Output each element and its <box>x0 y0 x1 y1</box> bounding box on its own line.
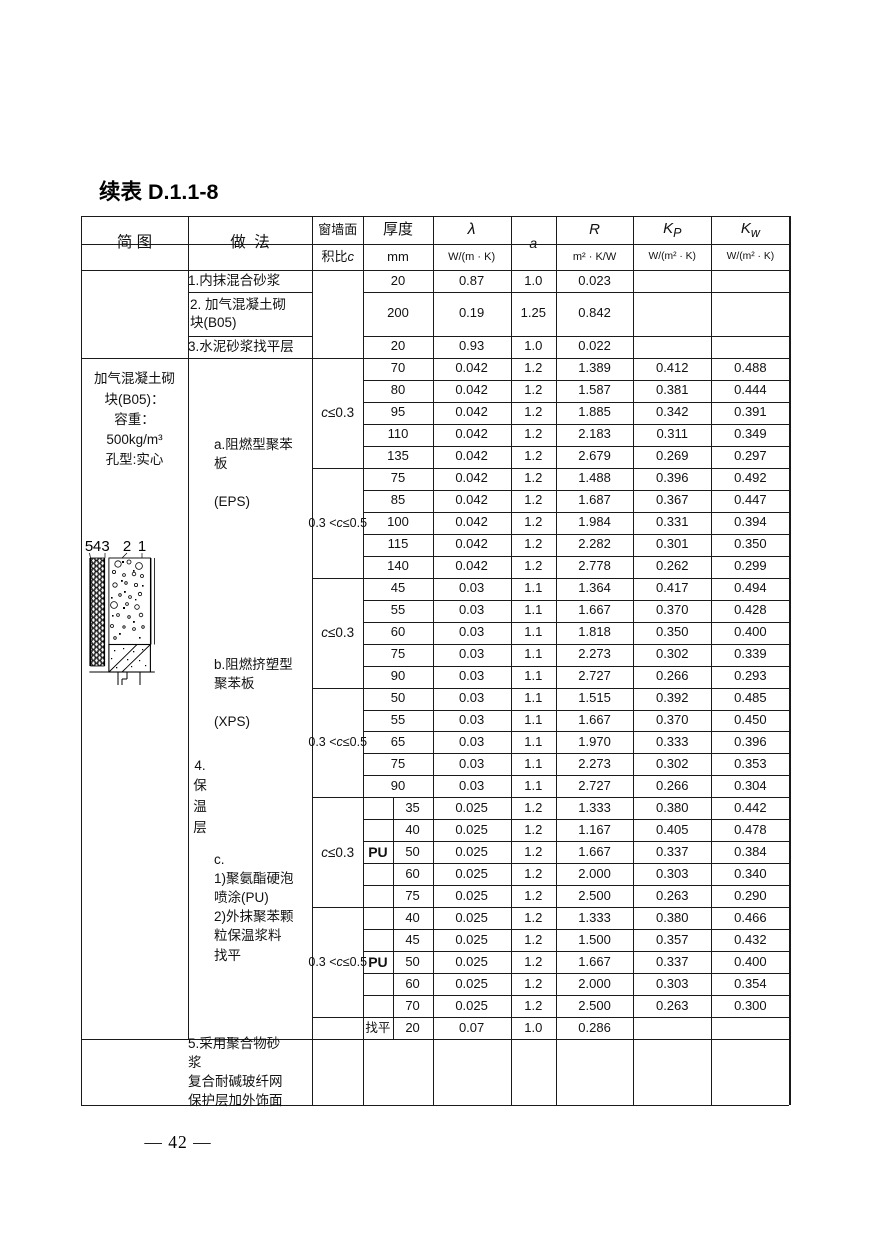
svg-text:4: 4 <box>93 538 101 555</box>
svg-text:2: 2 <box>123 538 131 555</box>
svg-text:3: 3 <box>101 538 109 555</box>
svg-text:1: 1 <box>138 538 146 555</box>
